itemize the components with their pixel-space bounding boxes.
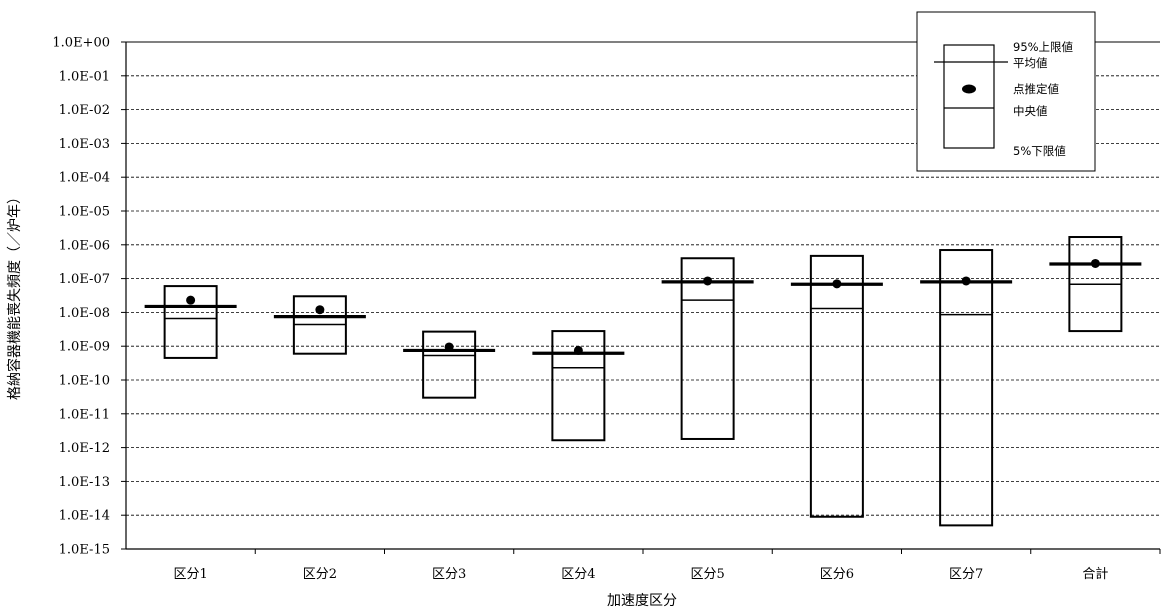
boxes (144, 236, 1142, 527)
point-estimate-marker (703, 276, 713, 286)
x-tick-label: 区分7 (949, 567, 983, 582)
legend-point-marker (962, 84, 976, 94)
x-tick-label: 合計 (1082, 566, 1108, 582)
legend-box (943, 44, 995, 149)
point-estimate-marker (444, 342, 454, 352)
y-tick-label: 1.0E-09 (59, 340, 110, 355)
point-estimate-marker (1090, 258, 1100, 268)
x-tick-labels: 区分1 区分2 区分3 区分4 区分5 区分6 区分7 合計 (173, 549, 1161, 582)
point-estimate-marker (832, 279, 842, 289)
legend-frame (916, 11, 1096, 172)
y-tick-label: 1.0E-01 (59, 69, 110, 84)
legend: 95%上限値 平均値 点推定値 中央値 5%下限値 (916, 11, 1096, 172)
y-tick-label: 1.0E-02 (59, 103, 110, 118)
y-tick-label: 1.0E-08 (59, 306, 110, 321)
y-tick-labels: 1.0E+00 1.0E-01 1.0E-02 1.0E-03 1.0E-04 1.0E-… (52, 36, 126, 558)
point-estimate-marker (573, 345, 583, 355)
box (680, 257, 735, 440)
box (163, 285, 218, 359)
y-tick-label: 1.0E-11 (59, 407, 110, 422)
legend-lower-label: 5%下限値 (1013, 144, 1066, 158)
box (939, 249, 994, 527)
y-tick-label: 1.0E-14 (59, 509, 110, 524)
box (809, 254, 864, 518)
y-tick-label: 1.0E-07 (59, 272, 110, 287)
y-tick-label: 1.0E-06 (59, 238, 110, 253)
x-tick-label: 区分4 (561, 567, 595, 582)
x-tick-label: 区分5 (690, 567, 724, 582)
y-tick-label: 1.0E-05 (59, 205, 110, 220)
legend-upper-label: 95%上限値 (1013, 40, 1074, 54)
x-tick-label: 区分1 (173, 567, 207, 582)
legend-mean-label: 平均値 (1013, 56, 1048, 70)
x-axis-title: 加速度区分 (607, 593, 677, 609)
legend-median-label: 中央値 (1013, 104, 1048, 118)
grid-lines (126, 41, 1160, 516)
y-tick-label: 1.0E-15 (59, 543, 110, 558)
y-tick-label: 1.0E-04 (59, 171, 110, 186)
x-tick-label: 区分6 (820, 567, 854, 582)
y-tick-label: 1.0E+00 (52, 36, 110, 51)
box (551, 330, 606, 442)
y-tick-label: 1.0E-03 (59, 137, 110, 152)
x-tick-label: 区分3 (432, 567, 466, 582)
y-tick-label: 1.0E-13 (59, 475, 110, 490)
point-estimate-marker (315, 305, 325, 315)
legend-point-label: 点推定値 (1013, 82, 1059, 96)
y-tick-label: 1.0E-12 (59, 441, 110, 456)
box (422, 330, 477, 399)
y-axis-title: 格納容器機能喪失頻度（／炉年） (6, 190, 23, 400)
x-tick-label: 区分2 (303, 567, 337, 582)
point-estimate-marker (961, 276, 971, 286)
y-tick-label: 1.0E-10 (59, 374, 110, 389)
point-estimate-marker (186, 295, 196, 305)
